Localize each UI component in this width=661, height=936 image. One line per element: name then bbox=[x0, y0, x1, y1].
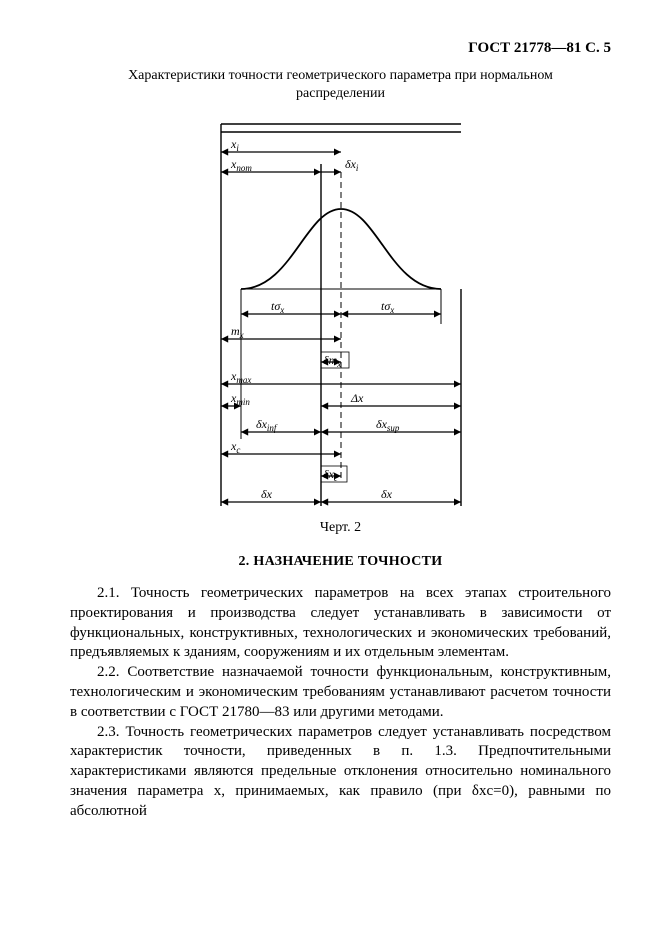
svg-text:δxsup: δxsup bbox=[376, 417, 400, 433]
svg-text:δxi: δxi bbox=[345, 157, 359, 173]
figure-title: Характеристики точности геометрического … bbox=[70, 67, 611, 102]
body-text: 2.1. Точность геометрических параметров … bbox=[70, 584, 611, 822]
svg-text:xmin: xmin bbox=[230, 391, 250, 407]
section-heading: 2. НАЗНАЧЕНИЕ ТОЧНОСТИ bbox=[70, 554, 611, 570]
figure-diagram: xi xnom δxi tσx tσx mx δmx xmax xmin Δx bbox=[201, 114, 481, 514]
svg-text:tσx: tσx bbox=[381, 299, 394, 315]
paragraph-2-3: 2.3. Точность геометрических параметров … bbox=[70, 723, 611, 822]
paragraph-2-1: 2.1. Точность геометрических параметров … bbox=[70, 584, 611, 663]
svg-text:δxc: δxc bbox=[323, 467, 338, 483]
svg-text:δmx: δmx bbox=[323, 353, 341, 369]
page: ГОСТ 21778—81 С. 5 Характеристики точнос… bbox=[0, 0, 661, 936]
svg-text:mx: mx bbox=[231, 324, 244, 340]
svg-text:δx: δx bbox=[261, 487, 273, 501]
svg-text:xi: xi bbox=[230, 137, 239, 153]
svg-text:δxinf: δxinf bbox=[256, 417, 278, 433]
figure-caption: Черт. 2 bbox=[70, 520, 611, 536]
doc-reference: ГОСТ 21778—81 С. 5 bbox=[70, 40, 611, 57]
svg-text:Δx: Δx bbox=[350, 391, 364, 405]
svg-text:xnom: xnom bbox=[230, 157, 252, 173]
svg-text:xc: xc bbox=[230, 439, 240, 455]
paragraph-2-2: 2.2. Соответствие назначаемой точности ф… bbox=[70, 663, 611, 722]
svg-text:δx: δx bbox=[381, 487, 393, 501]
figure-title-line2: распределении bbox=[296, 86, 385, 101]
svg-text:tσx: tσx bbox=[271, 299, 284, 315]
figure-title-line1: Характеристики точности геометрического … bbox=[128, 68, 553, 83]
